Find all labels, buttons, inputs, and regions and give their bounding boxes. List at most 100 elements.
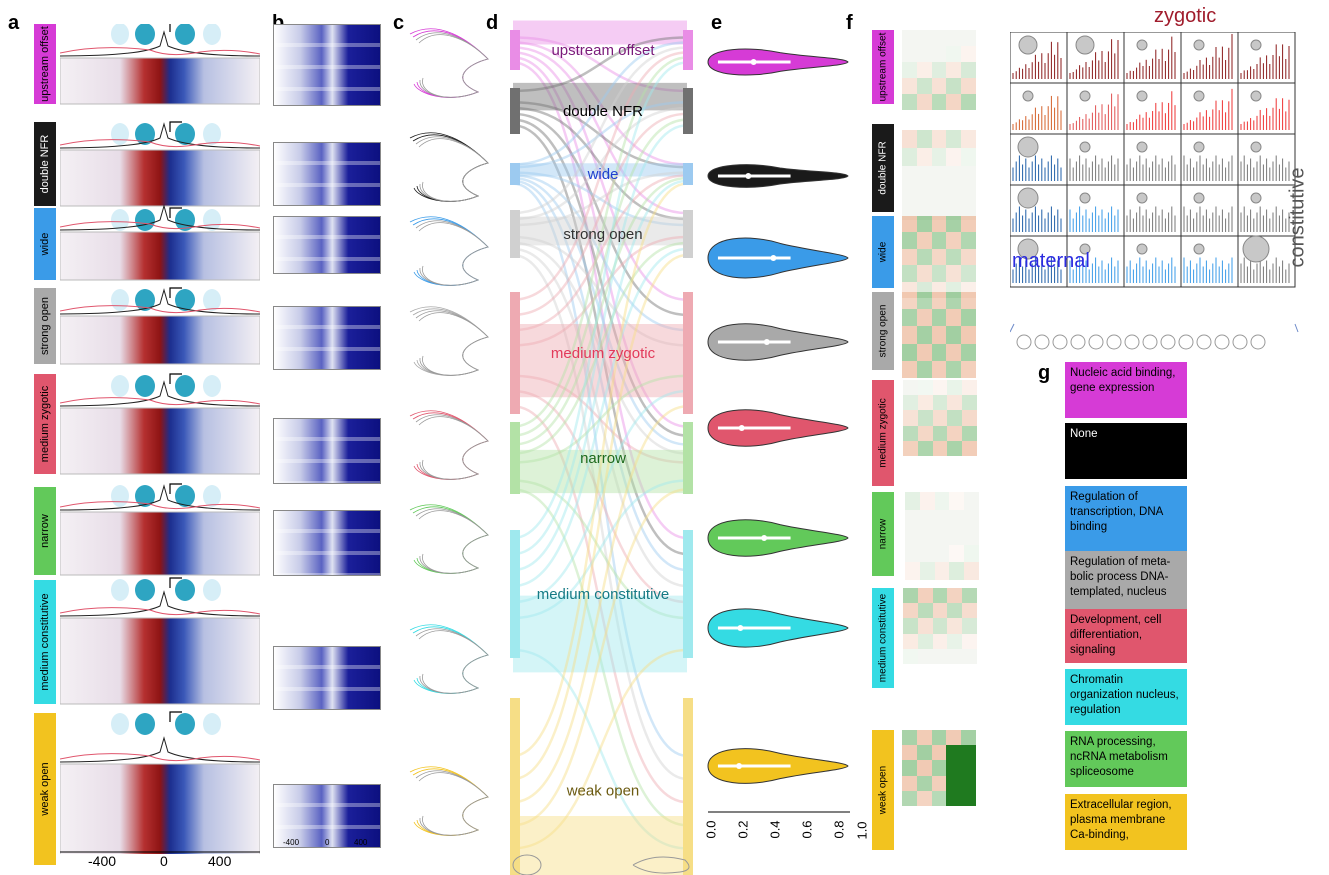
panel-f-heatmap <box>902 130 976 220</box>
heatmap-cell <box>962 395 977 411</box>
heatmap-cell <box>947 588 963 604</box>
heatmap-cell <box>902 94 917 110</box>
nucleosome-profile <box>60 305 260 314</box>
heatmap-cell <box>949 509 965 528</box>
class-bar-0: upstream offset <box>34 24 56 104</box>
heatmap-cell <box>916 309 932 327</box>
sankey-node-right <box>683 163 693 185</box>
embryo-contour <box>415 136 489 202</box>
panel-e-tick: 1.0 <box>854 821 870 840</box>
heatmap-cell <box>931 232 947 249</box>
class-bar-2: wide <box>34 208 56 280</box>
heatmap-cell <box>916 730 932 746</box>
grid-size-dot <box>1193 141 1205 153</box>
heatmap-cell <box>903 380 918 396</box>
heatmap-cell <box>961 62 976 78</box>
heatmap-cell <box>961 30 976 46</box>
heatmap-cell <box>931 148 947 166</box>
grid-size-dot <box>1079 90 1091 102</box>
nucleosome-icon <box>203 713 221 735</box>
heatmap-cell <box>917 603 933 619</box>
heatmap-cell <box>905 527 920 545</box>
stage-embryo-icon <box>1196 334 1212 350</box>
heatmap-cell <box>931 326 947 344</box>
nucleosome-icon <box>135 579 155 601</box>
heatmap-cell <box>931 202 947 220</box>
heatmap-cell <box>946 46 962 62</box>
heatmap-cell <box>917 588 933 604</box>
heatmap-cell <box>946 166 962 184</box>
sankey-flow <box>512 179 688 572</box>
heatmap-block <box>60 763 260 854</box>
sankey-flow <box>512 389 688 604</box>
sankey-flow <box>512 61 688 540</box>
heatmap-cell <box>902 130 917 148</box>
embryo-contour <box>418 138 489 202</box>
heatmap-cell <box>903 603 918 619</box>
heatmap-cell <box>916 62 932 78</box>
panel-f-class-bar: strong open <box>872 292 894 370</box>
grid-size-dot <box>1242 235 1270 263</box>
heatmap-cell <box>902 309 917 327</box>
panel-f-class-label: weak open <box>877 765 889 815</box>
heatmap-cell <box>916 78 932 94</box>
embryo-contour <box>415 220 489 286</box>
go-term-box: Development, cell differentiation, signa… <box>1065 609 1187 663</box>
heatmap-cell <box>902 790 917 806</box>
heatmap-cell <box>916 46 932 62</box>
stage-embryo-icon <box>1016 334 1032 350</box>
accessibility-profile <box>60 590 260 617</box>
sankey-node-left <box>510 698 520 875</box>
embryo-contour <box>418 510 489 574</box>
class-bar-5: narrow <box>34 487 56 575</box>
heatmap-cell <box>962 425 977 441</box>
heatmap-cell <box>946 309 962 327</box>
heatmap-cell <box>964 509 979 528</box>
stage-embryo-icon <box>1088 334 1104 350</box>
heatmap-cell <box>961 775 976 791</box>
heatmap-cell <box>903 618 918 634</box>
heatmap-cell <box>903 648 918 664</box>
nucleosome-icon <box>135 123 155 145</box>
larva-icon <box>632 856 690 874</box>
sankey-flow <box>512 648 688 850</box>
sankey-node-right <box>683 88 693 134</box>
heatmap-cell <box>931 745 947 761</box>
heatmap-cell <box>903 425 918 441</box>
embryo-contour <box>418 222 489 286</box>
panel-f-heatmap <box>905 492 979 580</box>
heatmap-cell <box>934 562 950 580</box>
heatmap-cell <box>916 745 932 761</box>
heatmap-cell <box>947 618 963 634</box>
violin-median <box>737 625 744 631</box>
tss-arrow-icon <box>169 577 182 588</box>
accessibility-profile <box>60 380 260 407</box>
panel-e-tick: 0.4 <box>767 820 783 839</box>
heatmap-block <box>60 511 260 576</box>
heatmap-cell <box>903 410 918 426</box>
stage-embryo-icon <box>1160 334 1176 350</box>
embryo-contour <box>415 770 489 836</box>
class-bar-6: medium constitutive <box>34 580 56 704</box>
tss-arrow-icon <box>169 373 182 384</box>
nucleosome-icon <box>203 579 221 601</box>
heatmap-cell <box>931 46 947 62</box>
heatmap-cell <box>902 46 917 62</box>
heatmap-cell <box>932 440 948 456</box>
nucleosome-icon <box>175 485 195 507</box>
accessibility-profile <box>60 204 260 231</box>
sankey-flow <box>512 488 688 827</box>
panel-e-tick: 0.6 <box>799 820 815 839</box>
heatmap-cell <box>946 94 962 110</box>
panel-a-tick-neg400: -400 <box>88 853 117 869</box>
class-bar-7: weak open <box>34 713 56 865</box>
sankey-flow <box>512 374 688 464</box>
grid-size-dot <box>1018 35 1038 55</box>
heatmap-cell <box>916 292 932 310</box>
panel-e-tick: 0.8 <box>831 820 847 839</box>
heatmap-cell <box>916 343 932 361</box>
heatmap-cell <box>931 94 947 110</box>
sankey-flow <box>512 182 688 758</box>
sankey-label: upstream offset <box>551 42 655 59</box>
sankey-flow <box>512 171 688 227</box>
